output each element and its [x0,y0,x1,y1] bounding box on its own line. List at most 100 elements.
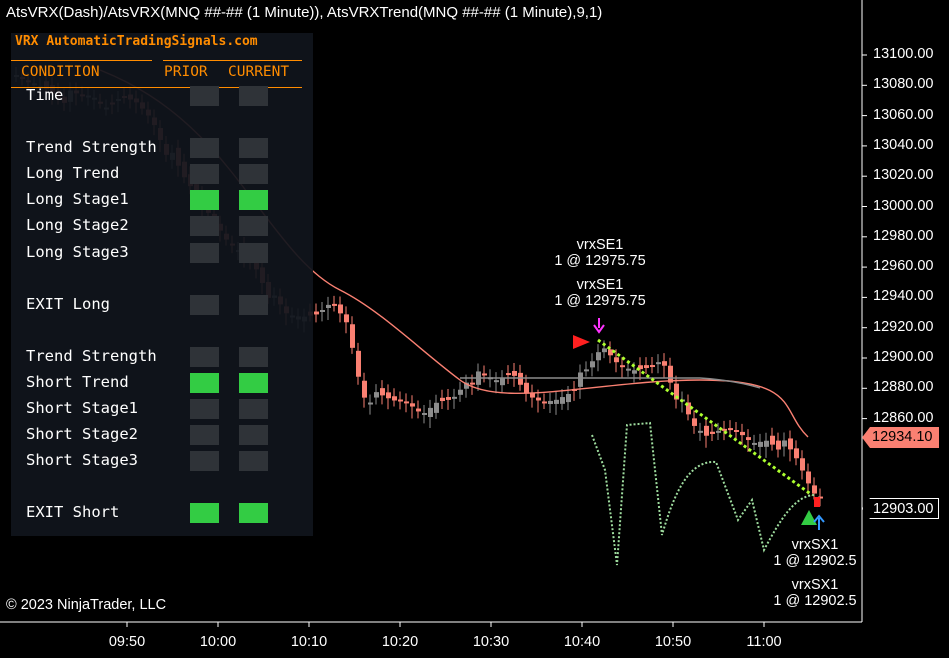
prior-status-cell [190,164,219,184]
candle-body [740,431,745,436]
candle-body [734,430,739,432]
current-status-cell [239,243,268,263]
candle-body [368,402,373,405]
panel-brand: AutomaticTradingSignals.com [46,34,258,49]
candle-body [806,471,811,484]
header-prior: PRIOR [164,64,208,80]
candle-body [422,413,427,415]
current-status-cell [239,399,268,419]
prior-status-cell [190,216,219,236]
candle-body [470,382,475,385]
time-tick-label: 10:40 [563,634,601,650]
candle-body [578,372,583,387]
condition-label: Trend Strength [26,138,157,156]
price-tick-label: 12900.00 [873,349,934,365]
entry-name: vrxSE1 [576,277,624,293]
exit-name: vrxSX1 [791,537,839,553]
prior-status-cell [190,425,219,445]
candle-body [590,361,595,368]
current-status-cell [239,86,268,106]
exit-label: vrxSX1 1 @ 12902.5 [773,537,856,569]
prior-status-cell [190,503,219,523]
candle-body [632,370,637,374]
candle-body [650,365,655,368]
prior-status-cell [190,138,219,158]
price-tick-label: 13060.00 [873,106,934,123]
candle-body [434,402,439,413]
prior-status-cell [190,86,219,106]
candle-body [686,402,691,415]
condition-label: Short Stage3 [26,451,138,469]
condition-label: Time [26,86,64,104]
chart-grid [0,0,867,627]
header-rule [11,87,302,88]
candle-body [410,403,415,407]
candle-body [758,441,763,447]
candle-body [554,399,559,404]
entry-detail: 1 @ 12975.75 [554,293,646,309]
condition-label: Short Stage1 [26,399,138,417]
header-current: CURRENT [228,64,290,80]
prior-status-cell [190,347,219,367]
short-entry-arrow-icon [593,318,605,334]
candle-body [518,372,523,385]
candle-body [668,365,673,383]
candle-body [512,370,517,376]
exit-detail: 1 @ 12902.5 [773,553,857,569]
last-bar-marker [814,497,820,507]
header-rule [163,60,302,61]
candle-body [794,448,799,459]
candle-body [362,380,367,398]
time-tick-label: 10:10 [290,634,328,650]
ma-price-flag: 12934.10 [862,427,939,448]
candle-body [404,401,409,404]
condition-label: Long Stage1 [26,190,129,208]
prior-status-cell [190,190,219,210]
price-tick-label: 13080.00 [873,76,934,93]
candle-body [602,348,607,353]
condition-label: Short Trend [26,373,129,391]
candle-body [416,408,421,412]
candle-body [608,349,613,356]
price-tick-label: 13000.00 [873,197,934,214]
candle-body [494,380,499,383]
candle-body [596,352,601,361]
flat-trend-line [460,377,761,389]
price-tick-label: 12940.00 [873,288,934,305]
candle-body [314,311,319,315]
copyright-text: © 2023 NinjaTrader, LLC [6,597,167,613]
candle-body [776,440,781,450]
current-status-cell [239,295,268,315]
condition-label: Long Stage2 [26,216,129,234]
vrx-dashboard-panel: VRX AutomaticTradingSignals.com CONDITIO… [11,33,313,536]
candle-body [812,485,817,494]
current-status-cell [239,190,268,210]
condition-label: Trend Strength [26,347,157,365]
candle-body [692,418,697,426]
candle-body [626,368,631,371]
sell-entry-arrow-icon [573,335,590,349]
exit-label: vrxSX1 1 @ 12902.5 [773,577,856,609]
candle-body [818,496,823,499]
candle-body [560,397,565,404]
candle-body [704,425,709,436]
candle-body [536,397,541,401]
exit-detail: 1 @ 12902.5 [773,593,857,609]
candle-body [728,428,733,431]
condition-label: Long Stage3 [26,243,129,261]
candle-body [398,399,403,402]
candle-body [542,401,547,404]
condition-label: EXIT Short [26,503,120,521]
candle-body [614,357,619,363]
candle-body [656,362,661,365]
current-status-cell [239,138,268,158]
candle-body [722,428,727,431]
current-status-cell [239,503,268,523]
candle-body [500,378,505,386]
candle-body [548,400,553,405]
candle-body [446,397,451,400]
candle-body [716,430,721,433]
candle-body [428,407,433,417]
price-tick-label: 12860.00 [873,409,934,426]
candle-body [386,392,391,399]
